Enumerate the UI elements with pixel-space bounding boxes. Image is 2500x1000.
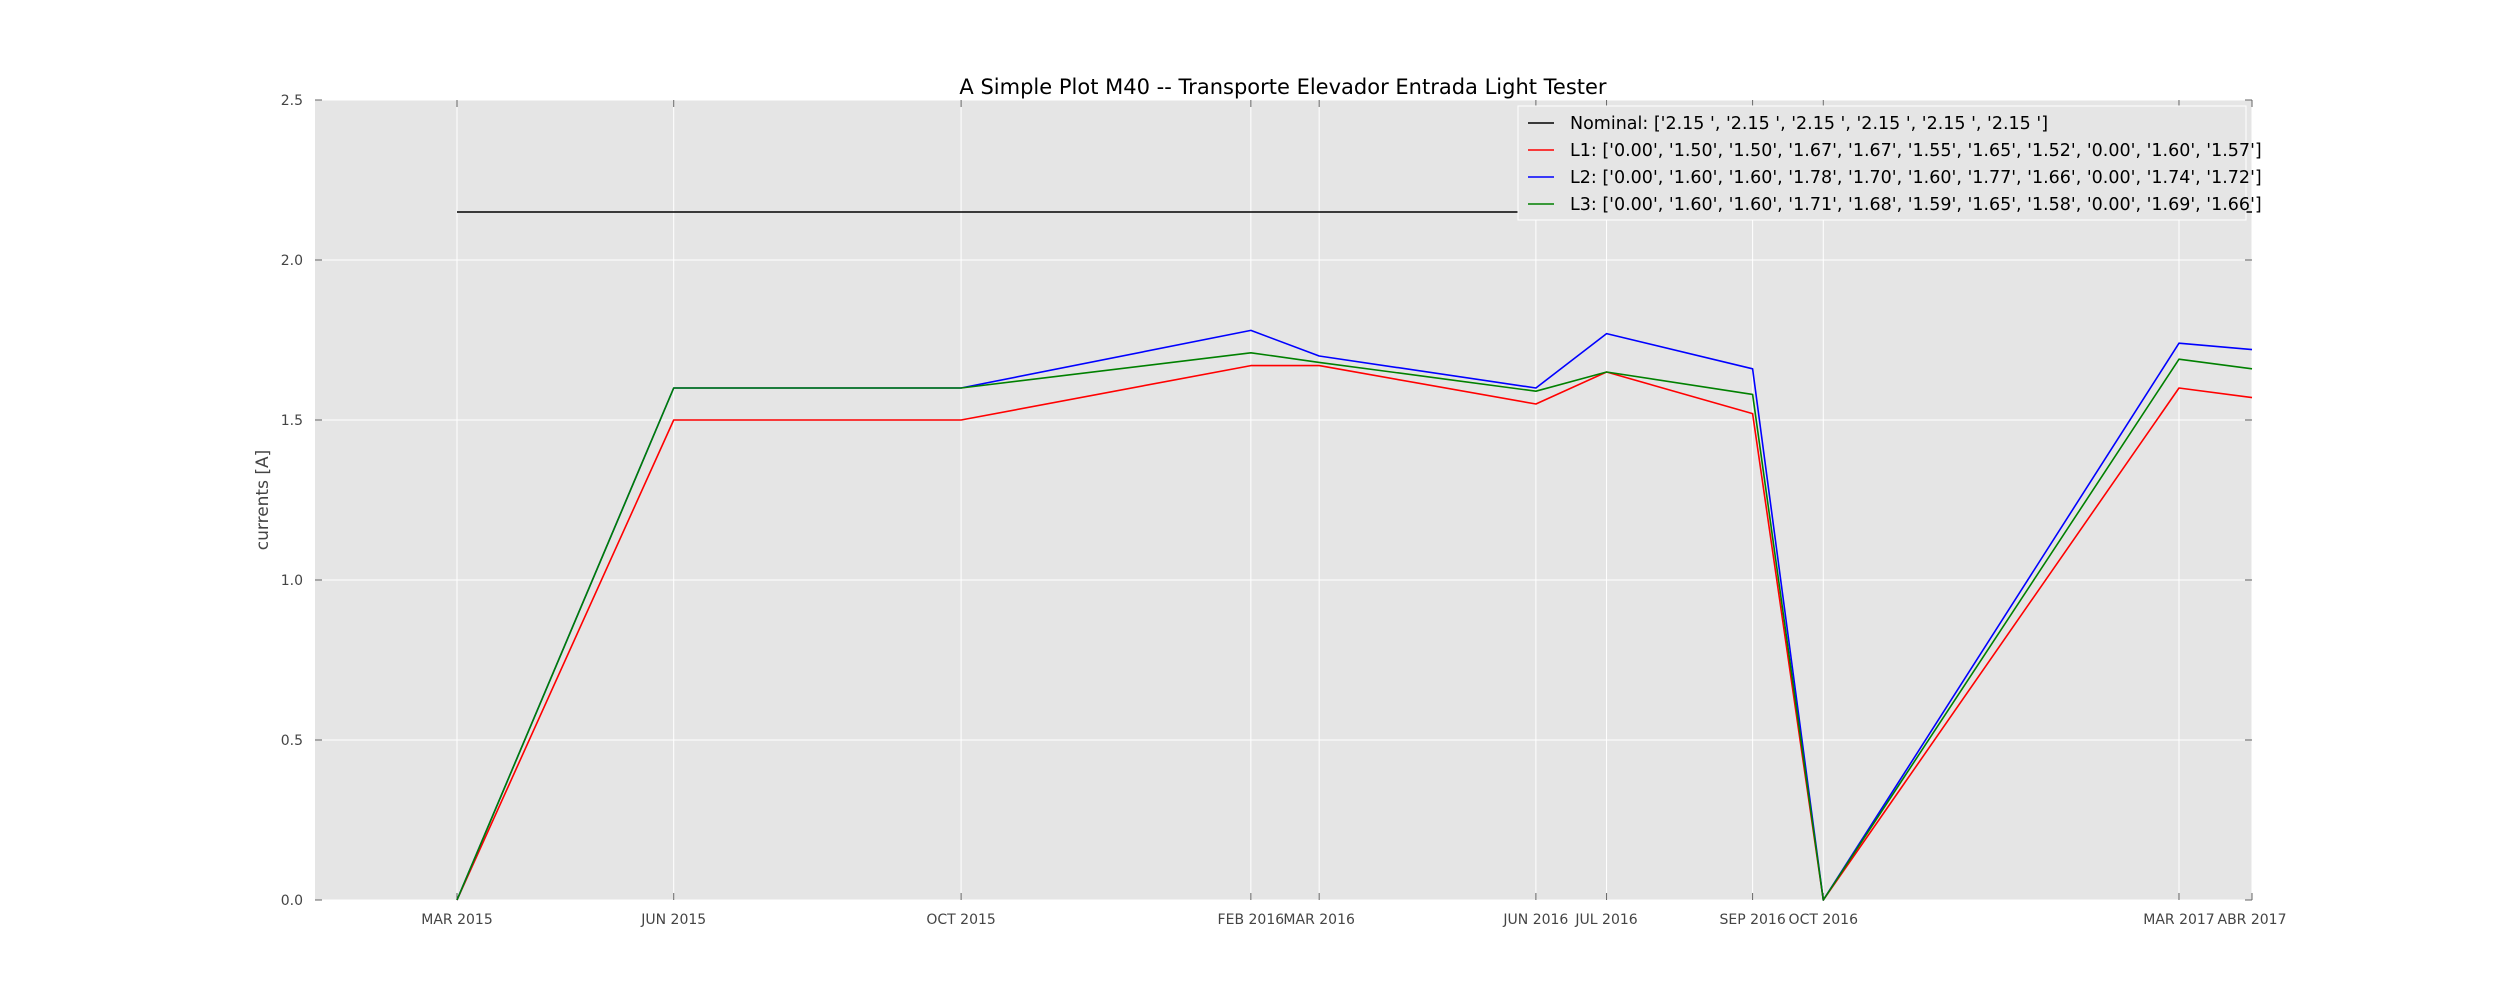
grid-lines xyxy=(315,99,2253,901)
y-axis-label: currents [A] xyxy=(253,450,273,550)
x-tick-label: JUL 2016 xyxy=(1574,912,1637,928)
axis-ticks: 0.0 0.5 1.0 1.5 2.0 2.5 MAR 2015 JUN 2015 OCT 20… xyxy=(281,93,2287,928)
legend-box xyxy=(1517,105,2247,221)
x-tick-label: SEP 2016 xyxy=(1719,912,1785,928)
x-tick-label: JUN 2016 xyxy=(1502,912,1568,928)
y-tick-label: 0.5 xyxy=(281,733,303,749)
series-line-1 xyxy=(456,364,2253,901)
legend: Nominal: ['2.15 ', '2.15 ', '2.15 ', '2.… xyxy=(1517,105,2262,221)
y-tick-label: 0.0 xyxy=(281,893,303,909)
y-tick-label: 2.5 xyxy=(281,93,303,109)
x-tick-label: ABR 2017 xyxy=(2218,912,2287,928)
legend-label: L1: ['0.00', '1.50', '1.50', '1.67', '1.… xyxy=(1570,141,2262,161)
x-tick-label: FEB 2016 xyxy=(1218,912,1285,928)
legend-label: L2: ['0.00', '1.60', '1.60', '1.78', '1.… xyxy=(1570,168,2262,188)
series-line-3 xyxy=(456,351,2253,901)
y-tick-label: 1.0 xyxy=(281,573,303,589)
x-tick-label: MAR 2015 xyxy=(421,912,492,928)
chart-title: A Simple Plot M40 -- Transporte Elevador… xyxy=(959,75,1607,99)
y-tick-label: 1.5 xyxy=(281,413,303,429)
legend-label: Nominal: ['2.15 ', '2.15 ', '2.15 ', '2.… xyxy=(1570,114,2048,134)
x-tick-label: OCT 2015 xyxy=(926,912,995,928)
y-tick-label: 2.0 xyxy=(281,253,303,269)
x-tick-label: JUN 2015 xyxy=(640,912,706,928)
x-tick-label: MAR 2017 xyxy=(2143,912,2214,928)
x-tick-label: MAR 2016 xyxy=(1283,912,1355,928)
legend-label: L3: ['0.00', '1.60', '1.60', '1.71', '1.… xyxy=(1570,195,2262,215)
x-tick-label: OCT 2016 xyxy=(1789,912,1859,928)
